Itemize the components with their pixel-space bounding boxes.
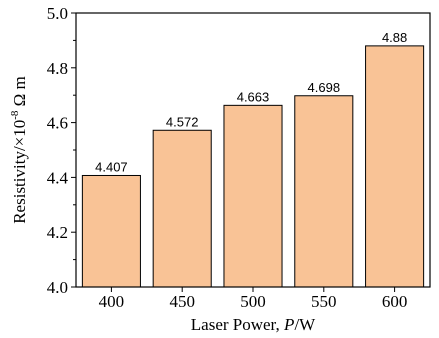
x-tick-label-500: 500: [240, 292, 266, 311]
y-tick-label-4.2: 4.2: [47, 223, 68, 242]
y-tick-label-4.8: 4.8: [47, 59, 68, 78]
bar-600: [365, 45, 425, 288]
data-label-550: 4.698: [308, 80, 341, 95]
bar-450: [152, 129, 212, 288]
x-tick-label-550: 550: [311, 292, 337, 311]
x-tick-label-450: 450: [169, 292, 195, 311]
x-axis: 400 450 500 550 600: [99, 287, 408, 311]
y-axis-title: Resistivity/×10-8 Ω m: [9, 76, 29, 224]
x-tick-label-600: 600: [382, 292, 408, 311]
y-tick-label-4.0: 4.0: [47, 278, 68, 297]
data-label-600: 4.88: [382, 30, 407, 45]
x-tick-label-400: 400: [99, 292, 125, 311]
y-tick-label-4.6: 4.6: [47, 114, 68, 133]
data-label-400: 4.407: [95, 159, 128, 174]
bars-group: [81, 45, 425, 288]
data-label-450: 4.572: [166, 114, 199, 129]
bar-400: [81, 174, 141, 288]
data-label-500: 4.663: [237, 89, 270, 104]
y-tick-label-4.4: 4.4: [47, 168, 69, 187]
bar-500: [223, 104, 283, 288]
data-labels-group: 4.407 4.572 4.663 4.698 4.88: [95, 30, 407, 175]
y-tick-label-5.0: 5.0: [47, 4, 68, 23]
x-axis-title: Laser Power, P/W: [191, 315, 316, 334]
y-axis: 4.0 4.2 4.4 4.6 4.8 5.0: [47, 4, 76, 297]
bar-550: [294, 95, 354, 288]
